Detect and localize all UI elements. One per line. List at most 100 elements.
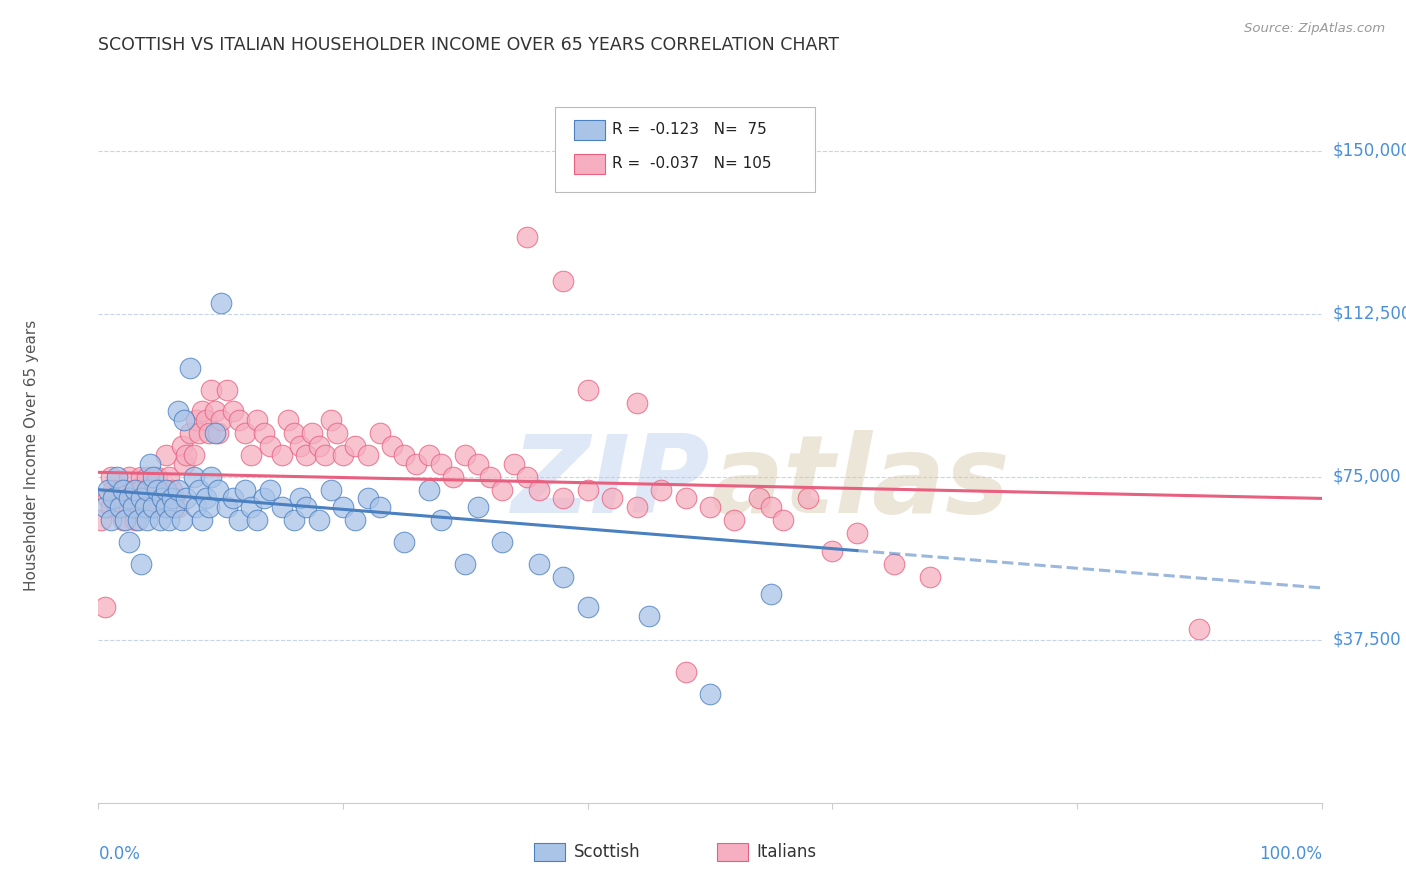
Point bbox=[183, 469, 205, 483]
Point bbox=[139, 483, 162, 497]
Text: $150,000: $150,000 bbox=[1333, 142, 1406, 160]
Point bbox=[114, 483, 136, 497]
Point bbox=[650, 483, 672, 497]
Point bbox=[200, 383, 222, 397]
Point bbox=[155, 500, 177, 514]
Point bbox=[527, 483, 550, 497]
Text: Householder Income Over 65 years: Householder Income Over 65 years bbox=[24, 319, 38, 591]
Point bbox=[344, 439, 367, 453]
Point bbox=[167, 404, 190, 418]
Point bbox=[136, 483, 159, 497]
Point bbox=[748, 491, 770, 506]
Point bbox=[186, 500, 208, 514]
Point bbox=[90, 513, 112, 527]
Text: R =  -0.037   N= 105: R = -0.037 N= 105 bbox=[612, 156, 770, 170]
Point bbox=[308, 439, 330, 453]
Point bbox=[142, 500, 165, 514]
Point bbox=[430, 457, 453, 471]
Point bbox=[127, 513, 149, 527]
Point bbox=[576, 383, 599, 397]
Point bbox=[136, 500, 159, 514]
Point bbox=[454, 557, 477, 571]
Point bbox=[675, 491, 697, 506]
Text: $75,000: $75,000 bbox=[1333, 467, 1402, 485]
Point bbox=[290, 491, 312, 506]
Point bbox=[191, 404, 214, 418]
Point bbox=[101, 491, 124, 506]
Text: Scottish: Scottish bbox=[574, 843, 640, 861]
Point bbox=[167, 500, 190, 514]
Point bbox=[170, 513, 193, 527]
Point bbox=[150, 491, 173, 506]
Point bbox=[637, 608, 661, 623]
Point bbox=[204, 426, 226, 441]
Point bbox=[295, 500, 318, 514]
Point bbox=[105, 500, 128, 514]
Point bbox=[134, 500, 156, 514]
Point bbox=[576, 600, 599, 615]
Point bbox=[418, 483, 440, 497]
Point bbox=[344, 513, 367, 527]
Point bbox=[195, 491, 218, 506]
Point bbox=[155, 483, 177, 497]
Text: Source: ZipAtlas.com: Source: ZipAtlas.com bbox=[1244, 22, 1385, 36]
Point bbox=[233, 483, 256, 497]
Point bbox=[187, 426, 209, 441]
Text: R =  -0.123   N=  75: R = -0.123 N= 75 bbox=[612, 122, 766, 136]
Point bbox=[215, 500, 238, 514]
Point bbox=[553, 274, 575, 288]
Point bbox=[576, 483, 599, 497]
Point bbox=[430, 513, 453, 527]
Point bbox=[170, 439, 193, 453]
Point bbox=[124, 513, 146, 527]
Point bbox=[845, 526, 868, 541]
Point bbox=[326, 426, 349, 441]
Point bbox=[392, 535, 416, 549]
Point bbox=[163, 500, 186, 514]
Point bbox=[319, 483, 342, 497]
Point bbox=[93, 600, 115, 615]
Point bbox=[176, 491, 198, 506]
Point bbox=[200, 469, 222, 483]
Point bbox=[150, 491, 173, 506]
Point bbox=[209, 295, 232, 310]
Text: Italians: Italians bbox=[756, 843, 817, 861]
Point bbox=[1188, 622, 1211, 636]
Point bbox=[821, 543, 844, 558]
Point bbox=[626, 500, 648, 514]
Point bbox=[179, 426, 201, 441]
Point bbox=[110, 500, 132, 514]
Point bbox=[167, 483, 190, 497]
Point bbox=[146, 469, 169, 483]
Point bbox=[491, 535, 513, 549]
Point bbox=[173, 457, 195, 471]
Point bbox=[197, 500, 219, 514]
Point bbox=[295, 448, 318, 462]
Point bbox=[441, 469, 464, 483]
Point bbox=[129, 469, 152, 483]
Text: SCOTTISH VS ITALIAN HOUSEHOLDER INCOME OVER 65 YEARS CORRELATION CHART: SCOTTISH VS ITALIAN HOUSEHOLDER INCOME O… bbox=[98, 36, 839, 54]
Point bbox=[105, 469, 128, 483]
Point bbox=[319, 413, 342, 427]
Point bbox=[259, 483, 281, 497]
Point bbox=[195, 413, 218, 427]
Text: atlas: atlas bbox=[710, 430, 1010, 536]
Point bbox=[101, 483, 124, 497]
Point bbox=[270, 448, 294, 462]
Point bbox=[381, 439, 404, 453]
Point bbox=[301, 426, 323, 441]
Text: $37,500: $37,500 bbox=[1333, 631, 1402, 648]
Point bbox=[197, 426, 219, 441]
Point bbox=[136, 469, 159, 483]
Point bbox=[149, 483, 172, 497]
Point bbox=[454, 448, 477, 462]
Point bbox=[772, 513, 794, 527]
Point bbox=[478, 469, 501, 483]
Point bbox=[173, 413, 195, 427]
Point bbox=[139, 457, 162, 471]
Point bbox=[97, 491, 120, 506]
Point bbox=[160, 491, 183, 506]
Point bbox=[308, 513, 330, 527]
Point bbox=[283, 426, 305, 441]
Point bbox=[332, 448, 354, 462]
